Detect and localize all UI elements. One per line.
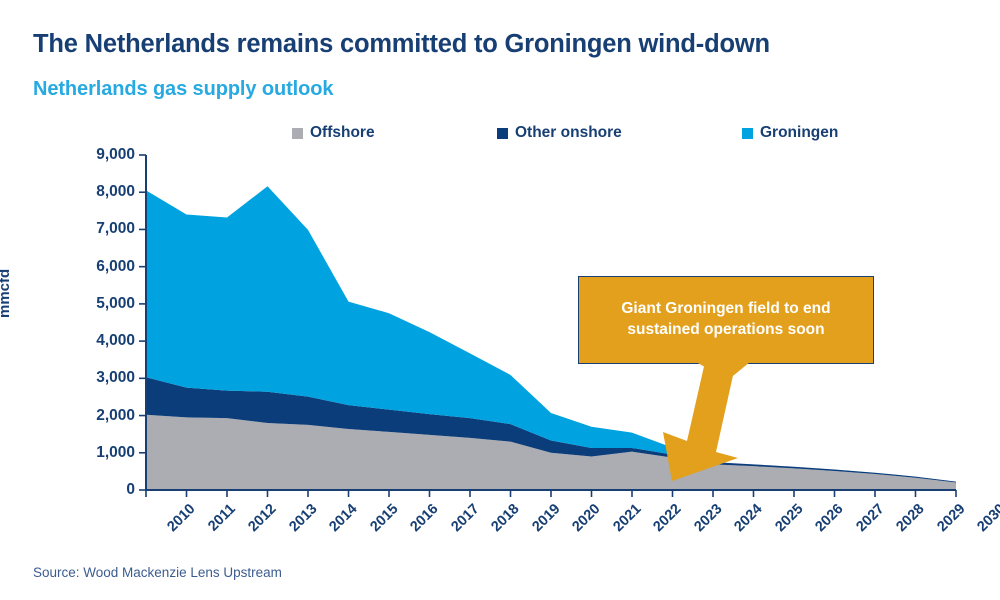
y-axis-tick-label: 8,000 xyxy=(96,183,135,201)
y-axis-tick-label: 0 xyxy=(126,481,135,498)
y-axis-ticks: 0 1,000 2,000 3,000 4,000 5,000 6,000 7,000 8,00… xyxy=(57,0,135,600)
legend-item-offshore[interactable]: Offshore xyxy=(292,122,375,144)
y-axis-tick-label: 9,000 xyxy=(96,146,135,163)
source-caption: Source: Wood Mackenzie Lens Upstream xyxy=(33,565,282,580)
stacked-areas xyxy=(146,186,956,490)
y-axis-tick-label: 4,000 xyxy=(96,332,135,350)
annotation-callout-text: Giant Groningen field to end sustained o… xyxy=(607,299,844,341)
legend-label: Other onshore xyxy=(515,124,622,142)
legend-swatch-icon xyxy=(292,127,303,139)
axis-lines xyxy=(139,154,957,497)
y-axis-tick-label: 1,000 xyxy=(96,443,135,461)
page-title: The Netherlands remains committed to Gro… xyxy=(33,30,770,58)
legend-swatch-icon xyxy=(742,127,753,139)
legend-swatch-icon xyxy=(497,127,508,139)
area-series-offshore xyxy=(146,414,956,490)
annotation-callout: Giant Groningen field to end sustained o… xyxy=(578,276,874,364)
y-axis-tick-label: 3,000 xyxy=(96,369,135,387)
y-axis-tick-label: 5,000 xyxy=(96,294,135,312)
annotation-line-2: sustained operations soon xyxy=(627,321,825,338)
y-axis-tick-label: 7,000 xyxy=(96,220,135,238)
legend-label: Offshore xyxy=(310,124,375,142)
chart-subtitle: Netherlands gas supply outlook xyxy=(33,78,334,100)
legend-item-other-onshore[interactable]: Other onshore xyxy=(497,122,622,144)
chart-legend: Offshore Other onshore Groningen xyxy=(292,122,892,144)
annotation-line-1: Giant Groningen field to end xyxy=(621,300,831,318)
y-axis-tick-label: 6,000 xyxy=(96,257,135,275)
y-axis-tick-label: 2,000 xyxy=(96,406,135,424)
legend-item-groningen[interactable]: Groningen xyxy=(742,122,838,144)
legend-label: Groningen xyxy=(760,124,839,142)
area-series-groningen xyxy=(146,186,956,482)
